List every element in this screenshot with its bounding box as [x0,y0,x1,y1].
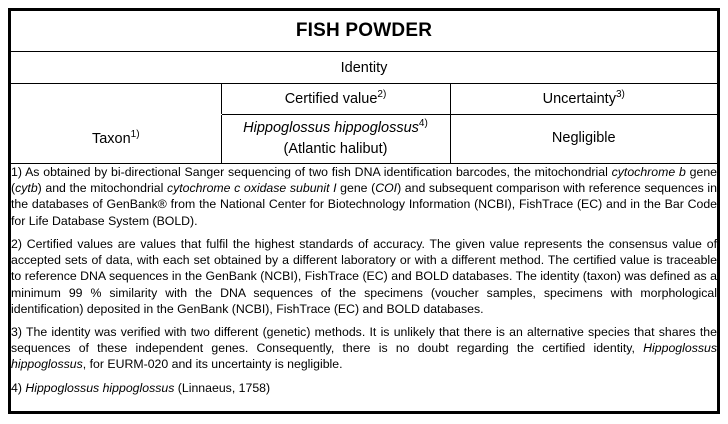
footnotes-container: 1) As obtained by bi-directional Sanger … [11,162,717,396]
header-certified-value: Certified value2) [220,83,451,115]
footnote-3-italic1: Hippoglossus hippoglossus [11,341,717,372]
certificate-table: FISH POWDER Identity Certified value2) U… [11,11,717,396]
footnote-3-marker: 3) [11,324,22,339]
footnote-1: 1) As obtained by bi-directional Sanger … [11,164,717,229]
header-certified-value-label: Certified value [284,91,378,107]
footnote-2-text: Certified values are values that fulfil … [11,236,717,316]
footnote-3-part2: , for EURM-020 and its uncertainty is ne… [82,357,343,372]
footnote-3-part1: The identity was verified with two diffe… [11,324,717,356]
footnote-1-part4: gene ( [336,181,376,196]
footnote-1-italic1: cytochrome b [611,165,686,179]
footnote-1-part2: gene ( [11,165,718,196]
footnote-4: 4) Hippoglossus hippoglossus (Linnaeus, … [11,380,717,396]
footnote-4-part1: (Linnaeus, 1758) [174,380,271,395]
certificate-frame: FISH POWDER Identity Certified value2) U… [8,8,720,414]
cell-uncertainty-value: Negligible [449,114,717,164]
table-row-identity: Identity [11,51,717,84]
footnote-4-italic1: Hippoglossus hippoglossus [21,380,175,395]
row-label-taxon-text: Taxon [91,131,131,147]
footnote-1-italic3: cytochrome c oxidase subunit I [166,181,337,196]
header-uncertainty: Uncertainty3) [449,83,717,115]
header-uncertainty-superscript: 3) [615,89,625,101]
cell-certified-value: Hippoglossus hippoglossus4) (Atlantic ha… [220,114,451,164]
row-label-taxon-superscript: 1) [130,129,140,141]
footnote-2: 2) Certified values are values that fulf… [11,236,717,317]
table-row-notes: 1) As obtained by bi-directional Sanger … [11,162,717,396]
certificate-title: FISH POWDER [11,11,717,52]
footnote-4-marker: 4) [11,380,22,395]
row-label-taxon: Taxon1) [11,114,222,164]
footnote-1-part3: ) and the mitochondrial [37,181,167,196]
identity-section-header: Identity [11,51,717,84]
footnote-1-marker: 1) [11,165,22,179]
footnote-2-marker: 2) [11,236,22,251]
footnote-1-part5: ) and subsequent comparison with referen… [11,181,717,228]
footnote-1-part1: As obtained by bi-directional Sanger seq… [21,165,612,179]
table-row-column-headers: Certified value2) Uncertainty3) [11,83,717,115]
certified-species-name: Hippoglossus hippoglossus [243,119,419,136]
footnote-1-italic4: COI [375,181,398,196]
table-row-title: FISH POWDER [11,11,717,52]
table-row-values: Taxon1) Hippoglossus hippoglossus4) (Atl… [11,114,717,164]
header-uncertainty-label: Uncertainty [542,91,616,107]
certified-common-name: (Atlantic halibut) [283,141,388,157]
certified-species-superscript: 4) [418,118,428,130]
header-certified-value-superscript: 2) [377,89,387,101]
footnote-3: 3) The identity was verified with two di… [11,324,717,373]
header-blank-cell [11,83,222,115]
footnote-1-italic2: cytb [15,181,38,196]
